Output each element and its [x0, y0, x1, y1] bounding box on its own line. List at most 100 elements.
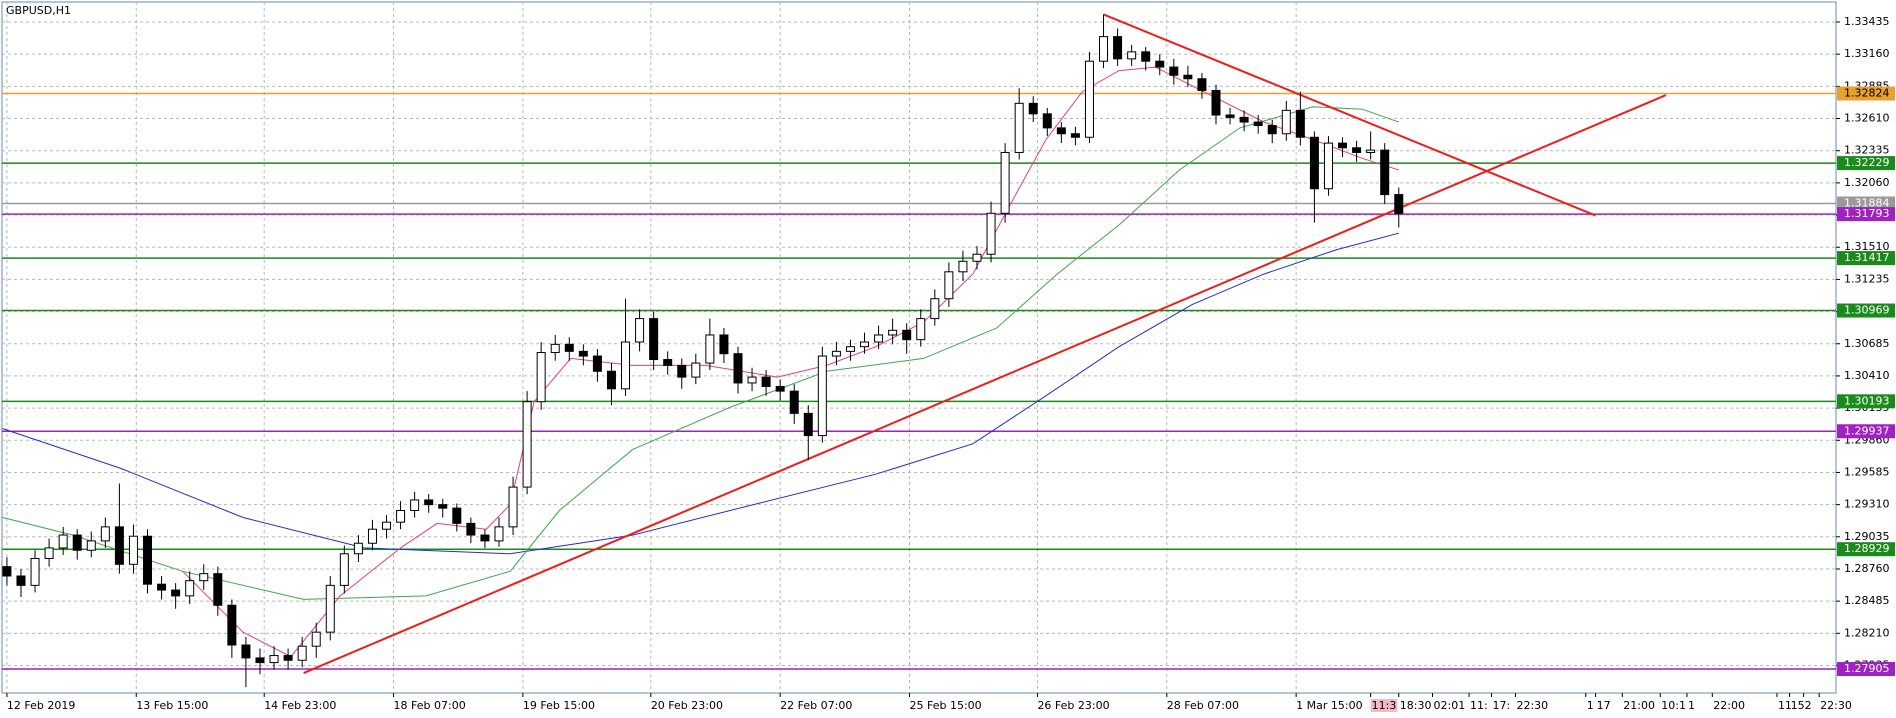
candle-body [311, 631, 321, 647]
x-tick-label: 17: [1493, 699, 1511, 712]
level-label: 1.30969 [1844, 304, 1890, 317]
level-label: 1.27905 [1844, 662, 1890, 675]
candle-body [1084, 60, 1094, 138]
candle-body [1028, 102, 1038, 115]
level-box [1837, 156, 1895, 171]
chart-title: GBPUSD,H1 [6, 4, 71, 17]
x-tick-label: 22:00 [1713, 699, 1745, 712]
candle-body [30, 557, 40, 586]
level-label: 1.31793 [1844, 207, 1890, 220]
candle-body [1155, 60, 1165, 68]
candle-body [382, 521, 392, 530]
candle-body [1169, 66, 1179, 76]
candle-body [1042, 113, 1052, 129]
candle-body [789, 390, 799, 414]
candle-body [297, 645, 307, 661]
candle-body [1070, 133, 1080, 138]
y-tick-label: 1.33160 [1844, 47, 1890, 60]
levels [2, 92, 1836, 670]
x-tick-label: 11 [1778, 699, 1792, 712]
level-box [1837, 251, 1895, 266]
candle-body [2, 566, 12, 577]
candle-body [1309, 136, 1319, 190]
candle-body [100, 526, 110, 542]
y-tick-label: 1.30685 [1844, 337, 1890, 350]
candle-body [1113, 36, 1123, 60]
candle-body [143, 535, 153, 585]
x-tick-label: 13 Feb 15:00 [136, 699, 208, 712]
y-tick-label: 1.28210 [1844, 626, 1890, 639]
candle-body [550, 343, 560, 354]
candle-body [621, 341, 631, 390]
level-label: 1.32229 [1844, 156, 1890, 169]
candle-body [410, 499, 420, 511]
candle-body [1295, 109, 1305, 138]
level-label: 1.29937 [1844, 424, 1890, 437]
y-tick-label: 1.33435 [1844, 15, 1890, 28]
level-box [1837, 394, 1895, 409]
x-tick-highlight [1370, 699, 1398, 712]
candle-body [1127, 51, 1137, 60]
candle-body [44, 547, 54, 559]
candle-body [845, 346, 855, 352]
candle-body [592, 355, 602, 372]
candle-body [691, 362, 701, 378]
candle-body [1394, 194, 1404, 214]
candle-body [663, 359, 673, 366]
candle-body [1253, 121, 1263, 127]
candle-body [578, 350, 588, 357]
candle-body [325, 584, 335, 633]
level-label: 1.31417 [1844, 251, 1890, 264]
level-label: 1.30193 [1844, 394, 1890, 407]
level-box [1837, 424, 1895, 439]
candle-body [1281, 109, 1291, 135]
candle-body [480, 534, 490, 542]
candle-body [1380, 149, 1390, 196]
x-tick-label: 17 [1597, 699, 1611, 712]
candle-body [213, 573, 223, 606]
candle-body [705, 334, 715, 364]
level-box [1837, 196, 1895, 211]
candle-body [1141, 51, 1151, 62]
axes: 1.334351.331601.328851.326101.323351.320… [6, 15, 1895, 712]
indicator-line [2, 232, 1399, 555]
level-box [1837, 207, 1895, 222]
candle-body [635, 318, 645, 343]
candle-body [367, 528, 377, 544]
candle-body [438, 504, 448, 509]
level-label: 1.31884 [1844, 196, 1890, 209]
x-tick-label: 1 Mar 15:00 [1296, 699, 1362, 712]
candle-body [944, 271, 954, 300]
candle-body [16, 575, 26, 586]
candle-body [972, 253, 982, 262]
candle-body [719, 334, 729, 355]
candle-body [1239, 116, 1249, 123]
x-tick-label: 18:30 [1400, 699, 1432, 712]
candle-body [185, 580, 195, 597]
candle-body [874, 334, 884, 343]
candle-body [1323, 142, 1333, 190]
x-tick-label: 15 [1791, 699, 1805, 712]
candle-body [227, 604, 237, 646]
candle-body [747, 376, 757, 384]
y-tick-label: 1.32335 [1844, 144, 1890, 157]
candle-body [1338, 142, 1348, 149]
x-tick-label: 21:00 [1623, 699, 1655, 712]
indicator-line [303, 94, 1667, 675]
candle-body [775, 385, 785, 392]
candle-body [761, 376, 771, 387]
candle-body [1183, 74, 1193, 80]
y-tick-label: 1.29310 [1844, 498, 1890, 511]
level-label: 1.32824 [1844, 86, 1890, 99]
x-tick-label: 22:30 [1516, 699, 1548, 712]
candle-body [536, 352, 546, 403]
candle-body [508, 486, 518, 528]
candle-body [1099, 36, 1109, 62]
x-tick-label: 02:01 [1434, 699, 1466, 712]
candle-body [452, 507, 462, 524]
candle-body [1267, 125, 1277, 135]
candle-body [1211, 89, 1221, 116]
level-box [1837, 303, 1895, 318]
candle-body [72, 534, 82, 551]
